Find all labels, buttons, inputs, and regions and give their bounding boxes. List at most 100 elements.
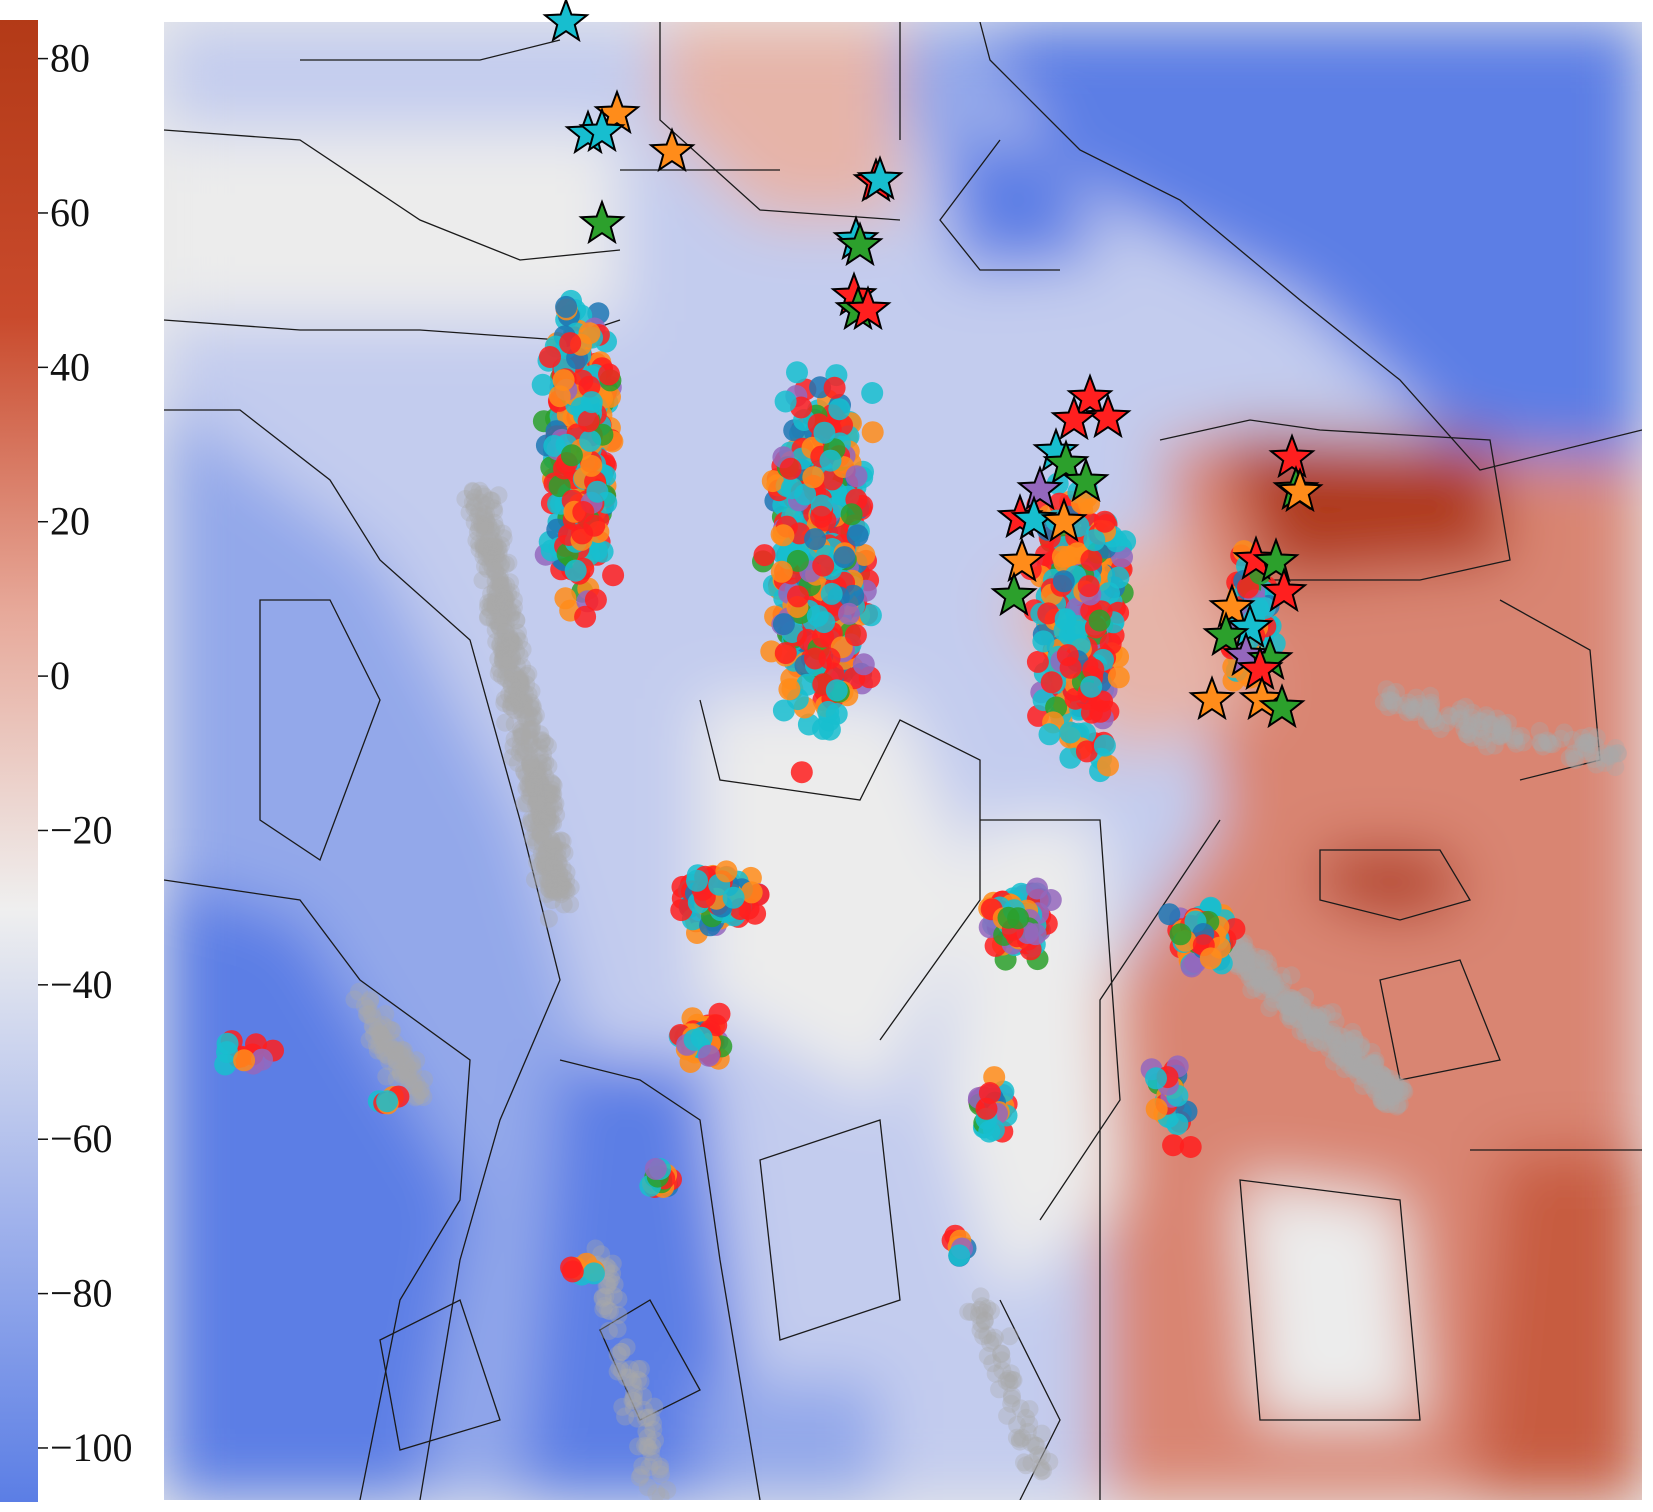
colorbar-tick-label: 80 (50, 36, 90, 81)
data-point (846, 524, 869, 547)
data-point (559, 332, 582, 355)
data-point (690, 1026, 713, 1049)
data-point (539, 346, 561, 368)
data-point (825, 679, 848, 702)
data-point (1162, 1134, 1185, 1157)
star-marker (1208, 583, 1256, 629)
data-point (376, 1090, 399, 1113)
data-point (1082, 658, 1105, 681)
data-point (580, 454, 603, 477)
data-point (786, 549, 809, 572)
data-point (833, 546, 856, 569)
star-marker (1276, 467, 1324, 513)
data-point (1054, 608, 1077, 631)
data-point (1052, 570, 1075, 593)
star-marker (1016, 465, 1064, 511)
data-point (580, 391, 603, 414)
data-point (722, 886, 745, 909)
star-marker (648, 127, 696, 173)
data-point (818, 647, 841, 670)
star-marker (844, 285, 892, 331)
data-point (948, 1244, 971, 1267)
data-point (859, 604, 882, 627)
colorbar-tick-label: −80 (50, 1271, 113, 1316)
data-point (1075, 740, 1098, 763)
star-marker (990, 571, 1038, 617)
data-point (761, 470, 784, 493)
data-point (1059, 746, 1082, 769)
data-point (838, 602, 860, 625)
data-point (697, 1044, 720, 1067)
data-point (1093, 734, 1116, 757)
data-point (582, 1262, 605, 1285)
data-point (1093, 510, 1116, 533)
data-point (560, 444, 583, 467)
data-point (975, 1097, 998, 1120)
data-point (1088, 609, 1111, 632)
data-point (1169, 923, 1192, 946)
data-point (804, 528, 827, 551)
data-point (861, 421, 884, 444)
data-point (561, 1260, 584, 1283)
star-marker (1062, 457, 1110, 503)
data-point (1179, 1136, 1202, 1158)
star-marker (578, 199, 626, 245)
data-point (1145, 1067, 1167, 1090)
data-point (861, 382, 884, 404)
star-marker (1050, 395, 1098, 441)
data-point (1145, 1098, 1168, 1120)
data-point (982, 1118, 1005, 1141)
star-marker (593, 89, 641, 135)
colorbar-tick-label: 60 (50, 190, 90, 235)
data-point (1059, 721, 1082, 744)
data-point (574, 605, 597, 628)
scatter-points (214, 289, 1286, 1286)
data-point (670, 899, 693, 922)
data-point (1035, 544, 1057, 567)
data-point (586, 480, 609, 503)
data-point (577, 410, 600, 433)
data-point (813, 421, 836, 444)
data-point (820, 582, 843, 605)
data-point (772, 613, 795, 636)
data-point (753, 544, 776, 567)
data-point (686, 869, 708, 892)
data-point (1107, 666, 1130, 689)
data-point (796, 673, 819, 696)
contour-lines (164, 22, 1642, 1500)
data-point (772, 524, 795, 547)
star-marker (1252, 537, 1300, 583)
star-marker (1226, 603, 1274, 649)
data-point (1037, 602, 1060, 625)
data-point (790, 761, 813, 784)
star-marker (1238, 675, 1286, 721)
star-marker (1084, 393, 1132, 439)
data-point (1026, 877, 1048, 900)
data-point (1032, 630, 1055, 653)
data-point (779, 457, 802, 480)
star-marker (1066, 373, 1114, 419)
data-point (1180, 955, 1203, 978)
star-marker (856, 155, 904, 201)
data-point (1158, 903, 1181, 926)
data-point (1080, 675, 1103, 698)
data-point (997, 906, 1020, 929)
colorbar-tick-label: −40 (50, 962, 113, 1007)
data-point (840, 503, 863, 526)
data-point (705, 1014, 728, 1037)
data-point (233, 1049, 256, 1072)
data-point (555, 295, 578, 318)
data-point (1056, 644, 1079, 667)
data-point (852, 653, 875, 676)
data-point (598, 363, 620, 386)
data-point (602, 564, 625, 587)
data-point (1077, 575, 1100, 598)
data-point (825, 703, 848, 725)
star-marker (1258, 683, 1306, 729)
data-point (1223, 918, 1246, 941)
colorbar-ticks: 80 60 40 20 0 −20 −40 −60 −80 −100 (38, 36, 133, 1470)
colorbar (0, 20, 38, 1502)
data-point (584, 588, 607, 611)
data-point (1199, 947, 1222, 970)
